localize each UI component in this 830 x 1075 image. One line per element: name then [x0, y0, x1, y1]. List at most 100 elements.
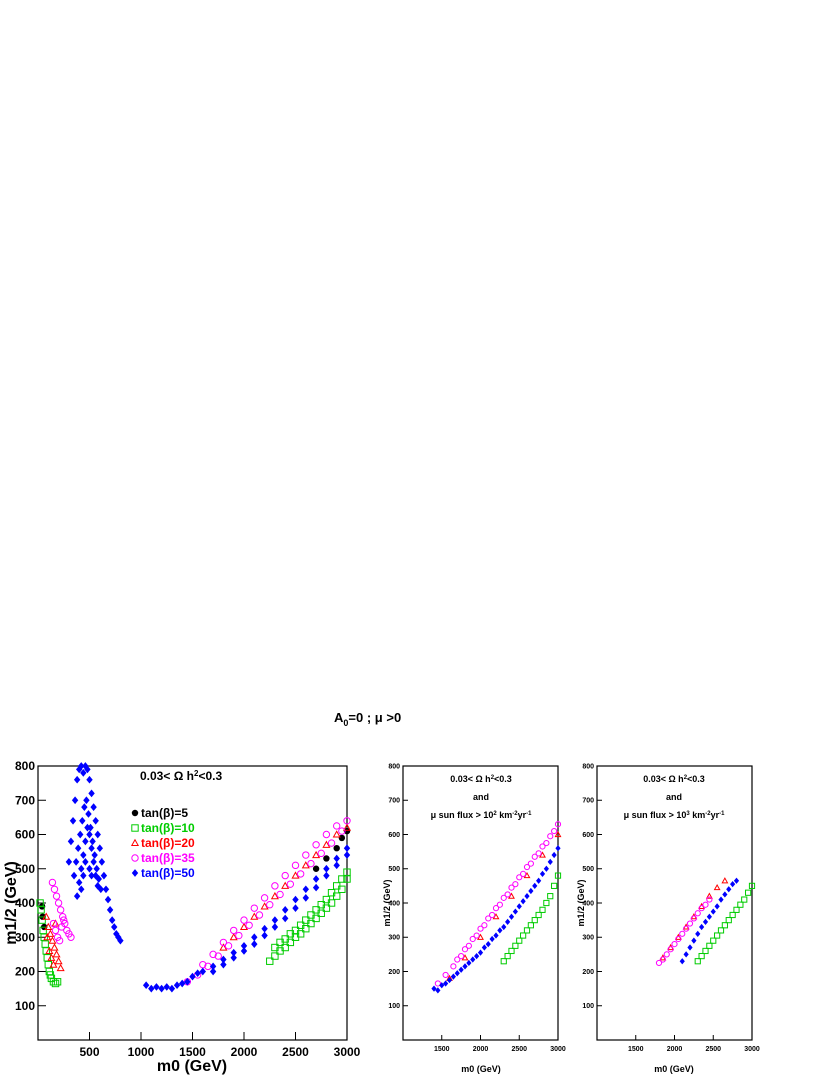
- data-point: [721, 877, 729, 884]
- data-point: [717, 927, 725, 934]
- annotation-line2: and: [666, 792, 682, 802]
- data-point: [663, 951, 670, 958]
- data-point: [458, 952, 465, 960]
- data-point: [261, 931, 268, 940]
- data-point: [71, 796, 79, 805]
- y-tick-label: 100: [388, 1003, 400, 1010]
- data-point: [86, 864, 93, 873]
- data-point: [199, 967, 206, 976]
- data-point: [705, 892, 713, 899]
- data-point: [276, 890, 284, 899]
- y-tick-label: 300: [582, 935, 594, 942]
- data-point: [80, 871, 87, 880]
- data-point: [286, 880, 295, 888]
- data-point: [73, 892, 81, 900]
- data-point: [516, 903, 522, 910]
- legend-marker: [131, 869, 139, 877]
- data-point: [439, 982, 445, 989]
- data-point: [327, 889, 336, 897]
- data-point: [547, 858, 553, 866]
- x-tick-label: 1000: [128, 1045, 155, 1059]
- data-point: [240, 941, 248, 950]
- x-tick-label: 2000: [473, 1046, 489, 1053]
- data-point: [690, 915, 697, 922]
- data-point: [230, 953, 237, 962]
- data-point: [312, 883, 320, 892]
- data-point: [481, 944, 487, 951]
- y-tick-label: 200: [388, 969, 400, 976]
- data-point: [209, 950, 217, 959]
- data-point: [528, 887, 534, 895]
- data-point: [730, 881, 736, 888]
- data-point: [94, 830, 101, 839]
- y-tick-label: 500: [582, 866, 594, 873]
- data-point: [78, 885, 85, 894]
- data-point: [41, 940, 49, 948]
- annotation-sup: 2: [684, 775, 688, 781]
- data-point: [82, 837, 89, 846]
- data-point: [282, 914, 289, 923]
- data-point: [307, 859, 315, 868]
- x-tick-label: 3000: [550, 1046, 566, 1053]
- annotation-a: μ sun flux > 10: [431, 810, 494, 820]
- data-point: [443, 980, 449, 987]
- data-point: [88, 871, 95, 880]
- data-point: [343, 868, 351, 876]
- data-point: [111, 923, 118, 931]
- data-point: [79, 816, 86, 825]
- data-point: [516, 874, 523, 881]
- data-point: [322, 895, 331, 904]
- data-point: [153, 983, 160, 991]
- y-tick-label: 500: [15, 862, 35, 876]
- y-tick-label: 600: [15, 828, 35, 842]
- data-point: [333, 882, 341, 890]
- x-tick-label: 3000: [744, 1046, 760, 1053]
- data-point: [307, 911, 315, 919]
- data-point: [48, 936, 57, 944]
- data-point: [96, 844, 103, 853]
- point-group: [655, 877, 756, 967]
- data-point: [117, 936, 124, 945]
- data-point: [543, 839, 550, 847]
- data-point: [54, 899, 63, 907]
- data-point: [60, 916, 68, 924]
- data-point: [53, 978, 62, 986]
- data-point: [81, 803, 88, 811]
- data-point: [338, 834, 346, 842]
- data-point: [82, 762, 89, 770]
- data-point: [57, 923, 66, 931]
- data-point: [500, 958, 507, 965]
- y-tick-label: 300: [15, 930, 35, 944]
- data-point: [535, 850, 542, 857]
- annotation-sup: 3: [686, 811, 690, 817]
- data-point: [469, 935, 476, 943]
- legend-label: tan(β)=20: [141, 836, 195, 850]
- data-point: [733, 877, 740, 884]
- data-point: [92, 871, 99, 880]
- data-point: [551, 827, 558, 835]
- x-tick-label: 1500: [434, 1046, 450, 1053]
- data-point: [168, 984, 176, 993]
- data-point: [91, 851, 98, 859]
- data-point: [493, 932, 499, 939]
- data-point: [745, 889, 752, 896]
- data-point: [527, 860, 534, 867]
- data-point: [458, 966, 464, 973]
- figure-title-sub: 0: [343, 718, 348, 728]
- data-point: [158, 984, 165, 993]
- data-point: [42, 912, 51, 920]
- data-point: [282, 906, 289, 914]
- data-point: [539, 843, 546, 850]
- data-point: [710, 937, 717, 944]
- data-point: [266, 901, 274, 909]
- data-point: [679, 930, 686, 937]
- data-point: [695, 930, 701, 937]
- data-point: [312, 875, 320, 883]
- data-point: [77, 830, 84, 839]
- data-point: [46, 929, 55, 937]
- data-point: [220, 955, 227, 964]
- x-tick-label: 500: [79, 1045, 99, 1059]
- data-point: [100, 871, 108, 880]
- x-tick-label: 1500: [179, 1045, 206, 1059]
